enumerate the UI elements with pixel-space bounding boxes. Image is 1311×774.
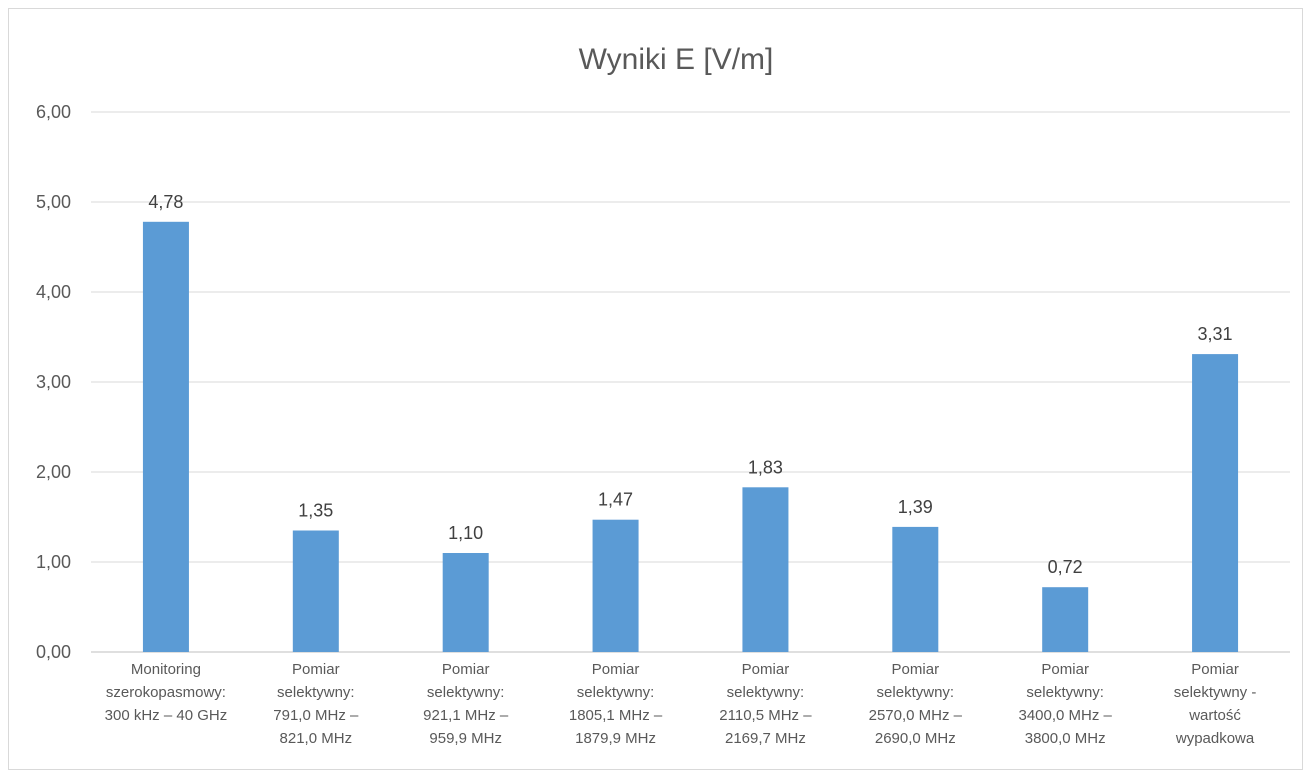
category-label: Pomiar selektywny: 921,1 MHz – 959,9 MHz (423, 661, 509, 747)
bar (592, 519, 639, 652)
bar (1042, 587, 1089, 652)
category-label-line: 2570,0 MHz – (869, 707, 963, 724)
data-label: 1,10 (448, 523, 483, 543)
y-tick-label: 3,00 (36, 372, 71, 392)
data-label: 3,31 (1198, 324, 1233, 344)
category-label-line: selektywny: (577, 684, 655, 701)
chart-frame: Wyniki E [V/m] 0,00 1,00 2,00 3,00 4,00 5,00 6… (8, 8, 1303, 770)
category-label-line: 1879,9 MHz (575, 730, 656, 747)
category-label: Pomiar selektywny: 2570,0 MHz – 2690,0 MHz (869, 661, 963, 747)
bar (292, 530, 339, 652)
category-label-line: Monitoring (131, 661, 201, 678)
bar (1192, 354, 1239, 652)
category-label-line: Pomiar (892, 661, 940, 678)
category-label-line: 1805,1 MHz – (569, 707, 663, 724)
category-label-line: 3800,0 MHz (1025, 730, 1106, 747)
y-tick-label: 2,00 (36, 462, 71, 482)
y-tick-label: 6,00 (36, 102, 71, 122)
data-label: 1,35 (298, 501, 333, 521)
bar (142, 221, 189, 653)
category-label-line: 2110,5 MHz – (719, 707, 812, 724)
category-label-line: Pomiar (742, 661, 790, 678)
category-label: Pomiar selektywny: 1805,1 MHz – 1879,9 MHz (569, 661, 663, 747)
category-label-line: selektywny: (427, 684, 505, 701)
category-label-line: 921,1 MHz – (423, 707, 509, 724)
y-tick-label: 0,00 (36, 642, 71, 662)
category-label-line: 2169,7 MHz (725, 730, 806, 747)
data-label: 1,47 (598, 490, 633, 510)
category-label-line: Pomiar (442, 661, 490, 678)
category-label: Pomiar selektywny: 3400,0 MHz – 3800,0 MHz (1018, 661, 1112, 747)
y-tick-label: 4,00 (36, 282, 71, 302)
data-label: 4,78 (148, 192, 183, 212)
category-label-line: wypadkowa (1175, 730, 1255, 747)
category-label: Pomiar selektywny: 2110,5 MHz – 2169,7 MHz (719, 661, 812, 747)
category-label-line: selektywny - (1174, 684, 1257, 701)
category-label-line: wartość (1188, 707, 1241, 724)
category-labels: Monitoring szerokopasmowy: 300 kHz – 40 GH… (105, 661, 1257, 747)
chart-title: Wyniki E [V/m] (579, 43, 774, 76)
bars (142, 221, 1239, 653)
bar-chart: Wyniki E [V/m] 0,00 1,00 2,00 3,00 4,00 5,00 6… (36, 43, 1290, 747)
category-label-line: 821,0 MHz (280, 730, 353, 747)
category-label-line: selektywny: (1026, 684, 1104, 701)
category-label-line: 959,9 MHz (429, 730, 502, 747)
category-label-line: Pomiar (1041, 661, 1089, 678)
bar (442, 553, 489, 652)
data-label: 1,39 (898, 497, 933, 517)
category-label-line: Pomiar (292, 661, 340, 678)
category-label: Monitoring szerokopasmowy: 300 kHz – 40 GH… (105, 661, 228, 724)
category-label-line: 791,0 MHz – (273, 707, 359, 724)
category-label-line: Pomiar (1191, 661, 1239, 678)
category-label-line: selektywny: (277, 684, 355, 701)
bar (892, 526, 939, 652)
y-tick-label: 1,00 (36, 552, 71, 572)
data-label: 0,72 (1048, 557, 1083, 577)
bar (742, 487, 789, 652)
category-label-line: szerokopasmowy: (106, 684, 226, 701)
y-axis-ticks: 0,00 1,00 2,00 3,00 4,00 5,00 6,00 (36, 102, 71, 662)
category-label: Pomiar selektywny: 791,0 MHz – 821,0 MHz (273, 661, 359, 747)
category-label-line: 2690,0 MHz (875, 730, 956, 747)
category-label: Pomiar selektywny - wartość wypadkowa (1174, 661, 1257, 747)
category-label-line: selektywny: (877, 684, 955, 701)
category-label-line: Pomiar (592, 661, 640, 678)
y-tick-label: 5,00 (36, 192, 71, 212)
data-label: 1,83 (748, 457, 783, 477)
category-label-line: 3400,0 MHz – (1018, 707, 1112, 724)
category-label-line: selektywny: (727, 684, 805, 701)
gridlines (91, 111, 1290, 653)
data-labels: 4,78 1,35 1,10 1,47 1,83 1,39 0,72 3,31 (148, 192, 1232, 577)
category-label-line: 300 kHz – 40 GHz (105, 707, 228, 724)
